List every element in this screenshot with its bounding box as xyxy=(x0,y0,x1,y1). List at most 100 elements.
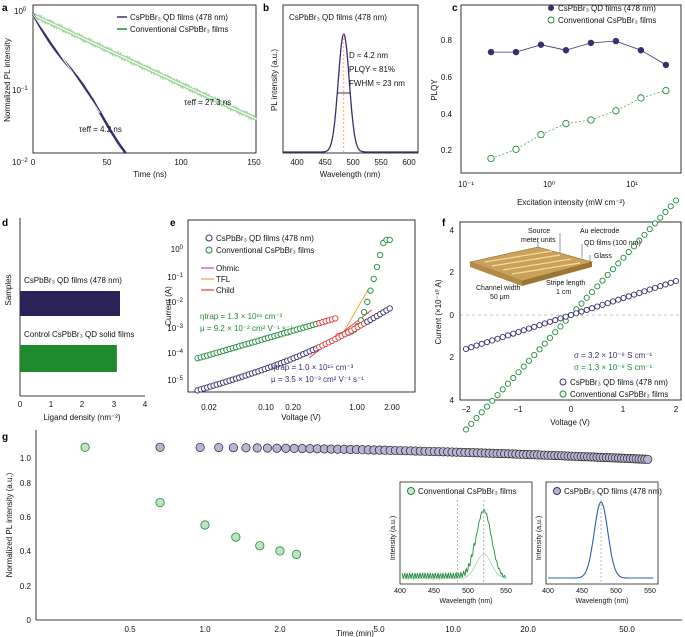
f-conv-point xyxy=(641,231,648,238)
axes-e xyxy=(187,219,416,393)
a-legend-qd: CsPbBr₃ QD films (478 nm) xyxy=(130,13,228,22)
e-conv-point xyxy=(376,251,384,259)
f-qd-point xyxy=(510,330,517,337)
c-conv-point xyxy=(637,94,645,102)
b-plqy: PLQY ≈ 81% xyxy=(349,65,395,74)
f-conv-point xyxy=(625,248,632,256)
d-category-qd: CsPbBr₃ QD films (478 nm) xyxy=(24,276,122,285)
f-conv-point xyxy=(657,214,664,221)
f-qd-point xyxy=(520,327,527,334)
d-category-conv: Control CsPbBr₃ QD solid films xyxy=(24,330,134,339)
g-inset-qd-xtick: 500 xyxy=(610,588,622,595)
g-xlabel: Time (min) xyxy=(336,629,374,637)
c-ytick: 0.6 xyxy=(441,73,453,82)
e-legend-tfl: TFL xyxy=(216,275,231,284)
g-xtick: 5.0 xyxy=(373,625,385,634)
f-qd-point xyxy=(578,308,585,315)
b-spectrum xyxy=(283,33,418,153)
f-qd-point xyxy=(462,345,470,352)
f-qd-point xyxy=(525,325,533,332)
ticks-d: 0 1 2 3 4 xyxy=(18,400,148,409)
axes-f xyxy=(459,221,682,401)
e-legend-conv: Conventional CsPbBr₃ films xyxy=(216,246,314,255)
panel-g: g 0 0.2 0.4 0.6 0.8 1.0 0.5 1.0 2.0 5.0 … xyxy=(2,430,682,637)
f-qd-point xyxy=(620,294,627,302)
e-ytick: 10−2 xyxy=(167,298,183,307)
f-qd-point xyxy=(672,278,680,285)
g-inset-conv: Conventional CsPbBr₃ films Intensity (a.… xyxy=(390,481,533,605)
panel-label-c: c xyxy=(452,3,458,14)
d-xtick: 2 xyxy=(80,400,85,409)
g-inset-conv-xlabel: Wavelength (nm) xyxy=(439,598,492,605)
f-qd-point xyxy=(557,315,564,322)
c-conv-point xyxy=(537,130,545,139)
f-ytick: 2 xyxy=(450,268,455,277)
panel-label-e: e xyxy=(170,218,176,229)
a-qd-fit xyxy=(32,14,101,113)
e-legend-child: Child xyxy=(216,286,234,295)
g-ytick: 0.6 xyxy=(20,513,32,522)
axes-a xyxy=(32,4,257,154)
f-legend-marker-qd xyxy=(559,378,567,386)
g-inset-conv-title: Conventional CsPbBr₃ films xyxy=(418,487,516,496)
f-conv-point xyxy=(609,266,617,273)
f-ytick: 4 xyxy=(450,226,455,235)
f-conv-point xyxy=(489,397,496,404)
g-ytick: 0.2 xyxy=(20,582,32,591)
c-qd-point xyxy=(587,39,595,47)
c-qd-point xyxy=(612,37,620,45)
b-xtick: 550 xyxy=(374,158,388,167)
plot-b xyxy=(283,33,418,153)
f-qd-point xyxy=(588,305,596,312)
e-ylabel: Current (A) xyxy=(164,286,173,326)
c-conv-point xyxy=(587,116,595,124)
a-tau-conv: τeff = 27.3 ns xyxy=(184,98,231,107)
b-xtick: 500 xyxy=(346,158,360,167)
g-qd-point xyxy=(228,443,238,453)
a-qd-data xyxy=(31,13,127,154)
d-xtick: 1 xyxy=(49,400,54,409)
e-conv-point xyxy=(367,287,374,294)
f-qd-point xyxy=(515,328,522,336)
f-conv-point xyxy=(499,386,506,393)
c-legend-marker-conv xyxy=(547,16,555,24)
g-inset-conv-xtick: 400 xyxy=(394,588,406,595)
e-qd-point xyxy=(386,305,393,312)
f-qd-point xyxy=(468,344,475,351)
c-xtick: 10⁰ xyxy=(543,180,555,189)
f-qd-point xyxy=(609,298,617,305)
f-qd-point xyxy=(646,286,653,293)
e-conv-point xyxy=(370,275,377,283)
c-ylabel: PLQY xyxy=(430,79,439,101)
e-conv-point xyxy=(386,236,393,244)
f-conv-point xyxy=(520,363,527,370)
f-qd-point xyxy=(573,310,580,317)
panel-label-b: b xyxy=(263,3,269,14)
f-conv-point xyxy=(546,334,554,341)
panel-e: e CsPbBr₃ QD films (478 nm) Conventional… xyxy=(164,218,416,422)
e-conv-point xyxy=(332,315,339,322)
f-conv-point xyxy=(583,294,590,301)
f-qd-point xyxy=(630,291,638,298)
f-inset-source: Source xyxy=(528,228,550,235)
d-xtick: 0 xyxy=(18,400,23,409)
panel-a: a 0 50 100 150 100 10−1 10−2 Time (ns) N… xyxy=(2,3,261,179)
c-xtick: 10¹ xyxy=(626,180,638,189)
f-conv-point xyxy=(651,220,659,227)
e-ytick: 100 xyxy=(171,245,184,254)
f-legend-conv: Conventional CsPbBr₃ films xyxy=(570,390,668,399)
f-conv-point xyxy=(525,357,533,364)
a-xtick: 150 xyxy=(247,158,261,167)
b-ylabel: PL intensity (a.u.) xyxy=(270,49,279,111)
d-ylabel: Samples xyxy=(4,274,13,305)
e-xtick: 0.20 xyxy=(285,403,301,412)
g-inset-qd-spectrum xyxy=(548,501,654,579)
g-inset-qd: CsPbBr₃ QD films (478 nm) Intensity (a.u… xyxy=(536,481,662,605)
a-ylabel: Normalized PL intensity xyxy=(3,38,12,122)
panel-label-d: d xyxy=(2,218,8,229)
c-xtick: 10⁻¹ xyxy=(458,180,474,189)
e-ytick: 10−1 xyxy=(167,273,183,282)
b-xlabel: Wavelength (nm) xyxy=(320,170,381,179)
panel-label-f: f xyxy=(442,218,446,229)
f-qd-point xyxy=(636,289,643,297)
